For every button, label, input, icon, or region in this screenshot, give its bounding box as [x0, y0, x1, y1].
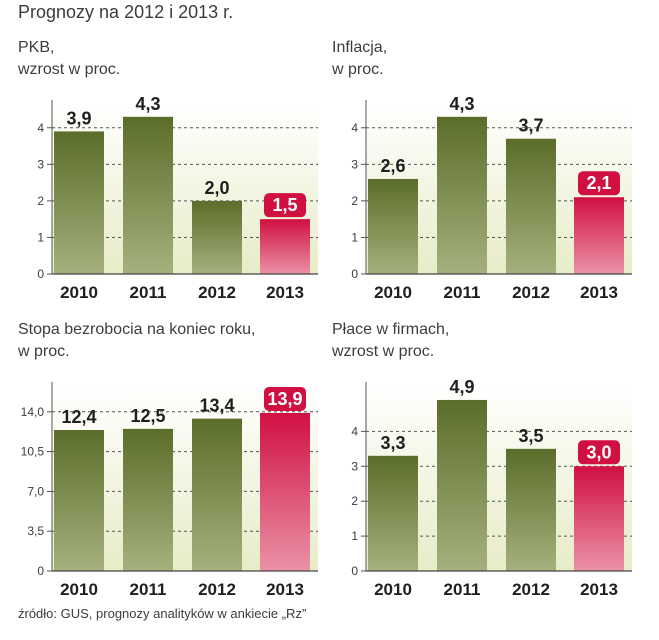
bar-2011 [437, 399, 487, 571]
bar-2011 [437, 116, 487, 274]
bar-2012 [192, 418, 242, 571]
bar-2010 [54, 131, 104, 274]
y-tick-label: 1 [351, 230, 358, 244]
panel-title-line: PKB, [18, 39, 54, 56]
bar-2010 [368, 455, 418, 571]
x-tick-label: 2010 [374, 283, 412, 302]
bar-2013 [260, 412, 310, 571]
y-tick-label: 14,0 [21, 405, 45, 419]
value-label: 12,4 [61, 407, 96, 427]
panel-title-line: w proc. [17, 343, 70, 360]
value-label: 3,0 [586, 442, 611, 462]
bar-2011 [123, 428, 173, 571]
y-tick-label: 1 [37, 230, 44, 244]
value-label: 13,9 [267, 389, 302, 409]
chart-place: Płace w firmach, wzrost w proc. 0 1 2 3 4 3,3 4,… [331, 321, 632, 599]
bar-2012 [506, 448, 556, 571]
y-tick-label: 4 [37, 121, 44, 135]
x-tick-label: 2013 [580, 283, 618, 302]
value-label: 2,0 [204, 178, 229, 198]
value-label: 2,1 [586, 173, 611, 193]
x-tick-label: 2012 [198, 283, 236, 302]
value-label: 12,5 [130, 406, 165, 426]
y-tick-label: 1 [351, 529, 358, 543]
x-tick-label: 2011 [444, 283, 481, 302]
x-tick-label: 2013 [266, 283, 304, 302]
y-tick-label: 3 [37, 157, 44, 171]
y-tick-label: 0 [351, 267, 358, 281]
bar-2013 [260, 219, 310, 274]
y-tick-label: 0 [37, 564, 44, 578]
value-label: 13,4 [199, 396, 234, 416]
value-label: 3,9 [66, 108, 91, 128]
panel-title-line: w proc. [331, 61, 384, 78]
x-tick-label: 2012 [198, 580, 236, 599]
bar-2010 [54, 430, 104, 571]
panel-title-line: Stopa bezrobocia na koniec roku, [18, 321, 255, 338]
x-tick-label: 2013 [580, 580, 618, 599]
y-tick-label: 10,5 [21, 445, 45, 459]
y-tick-label: 2 [37, 194, 44, 208]
x-tick-label: 2011 [444, 580, 481, 599]
value-label: 1,5 [272, 195, 297, 215]
y-tick-label: 2 [351, 194, 358, 208]
bar-2013 [574, 197, 624, 274]
value-label-badge [264, 386, 306, 411]
value-label: 3,3 [380, 433, 405, 453]
bar-2012 [192, 200, 242, 274]
panel-title-line: wzrost w proc. [331, 343, 434, 360]
y-tick-label: 2 [351, 494, 358, 508]
value-label: 4,9 [449, 377, 474, 397]
x-tick-label: 2011 [130, 283, 167, 302]
y-tick-label: 3 [351, 459, 358, 473]
chart-pkb: PKB, wzrost w proc. 0 1 2 3 4 3,9 4,3 2,0 1,5 2010 2… [17, 39, 318, 302]
value-label-badge [264, 193, 306, 218]
bar-2011 [123, 116, 173, 274]
value-label: 3,7 [518, 116, 543, 136]
bar-2010 [368, 178, 418, 274]
x-tick-label: 2010 [60, 580, 98, 599]
x-tick-label: 2010 [60, 283, 98, 302]
bar-2013 [574, 466, 624, 571]
y-tick-label: 0 [37, 267, 44, 281]
panel-title-line: Płace w firmach, [332, 321, 449, 338]
x-tick-label: 2012 [512, 580, 550, 599]
value-label-badge [578, 440, 620, 465]
value-label: 4,3 [135, 94, 160, 114]
value-label: 2,6 [380, 156, 405, 176]
panel-title-line: Inflacja, [332, 39, 387, 56]
chart-stopa-bezrobocia: Stopa bezrobocia na koniec roku, w proc. 0… [17, 321, 318, 599]
y-tick-label: 0 [351, 564, 358, 578]
source-note: źródło: GUS, prognozy analityków w ankie… [18, 606, 307, 621]
page-title: Prognozy na 2012 i 2013 r. [18, 2, 234, 22]
y-tick-label: 3,5 [27, 524, 44, 538]
panel-title-line: wzrost w proc. [17, 61, 120, 78]
value-label: 4,3 [449, 94, 474, 114]
x-tick-label: 2013 [266, 580, 304, 599]
x-tick-label: 2010 [374, 580, 412, 599]
bar-2012 [506, 138, 556, 274]
value-label-badge [578, 171, 620, 196]
y-tick-label: 4 [351, 121, 358, 135]
chart-inflacja: Inflacja, w proc. 0 1 2 3 4 2,6 4,3 3,7 2,1 2010 201… [331, 39, 632, 302]
y-tick-label: 3 [351, 157, 358, 171]
y-tick-label: 4 [351, 424, 358, 438]
y-tick-label: 7,0 [27, 484, 44, 498]
value-label: 3,5 [518, 426, 543, 446]
x-tick-label: 2012 [512, 283, 550, 302]
x-tick-label: 2011 [130, 580, 167, 599]
